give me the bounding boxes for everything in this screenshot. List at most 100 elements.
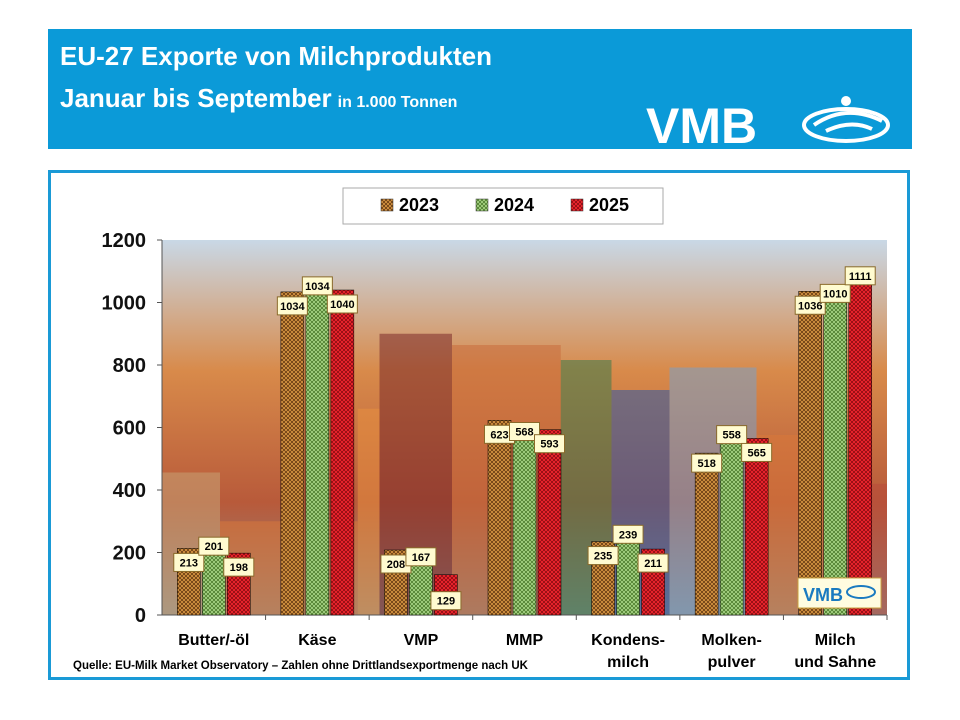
data-label: 211: [644, 558, 662, 570]
legend: 2023 2024 2025: [342, 187, 664, 225]
data-label-group: 1034: [301, 276, 333, 296]
data-label-group: 239: [612, 524, 644, 544]
category-label: pulver: [708, 654, 756, 671]
subtitle-text: Januar bis September: [60, 83, 332, 113]
bar-2025: [744, 438, 769, 616]
data-label-group: 1010: [819, 283, 851, 303]
data-label-box: [301, 276, 333, 296]
data-label: 239: [619, 529, 637, 541]
data-label-group: 208: [380, 554, 412, 574]
data-label: 129: [437, 596, 455, 608]
y-tick-label: 400: [113, 480, 146, 502]
data-label-group: 129: [430, 591, 462, 611]
category-label: milch: [607, 654, 649, 671]
bar-2023: [280, 291, 305, 616]
category-label: Butter/-öl: [178, 632, 249, 649]
data-label-box: [819, 283, 851, 303]
legend-label: 2024: [494, 195, 534, 215]
data-label-group: 235: [587, 546, 619, 566]
data-label-box: [844, 266, 876, 286]
data-label: 1010: [823, 288, 847, 300]
data-label: 593: [540, 439, 558, 451]
data-label-box: [587, 546, 619, 566]
data-label-box: [612, 524, 644, 544]
swirl-icon: [802, 96, 890, 143]
header-banner: EU-27 Exporte von Milchprodukten Januar …: [48, 29, 912, 149]
data-label-box: [405, 547, 437, 567]
category-label: VMP: [404, 632, 439, 649]
bar-2023: [798, 291, 822, 616]
bar-2025: [848, 267, 872, 616]
y-tick-label: 0: [135, 605, 146, 627]
data-label: 208: [387, 559, 405, 571]
legend-label: 2023: [399, 195, 439, 215]
vmb-logo: VMB: [646, 96, 890, 149]
data-label: 201: [205, 541, 223, 553]
bar-2024: [823, 299, 847, 616]
data-label-group: 167: [405, 547, 437, 567]
data-label-group: 1040: [326, 294, 358, 314]
legend-box: [342, 187, 664, 225]
bar-2024: [305, 291, 330, 616]
data-label-box: [430, 591, 462, 611]
category-label: Käse: [298, 632, 336, 649]
bar-2023: [694, 452, 719, 616]
inset-swirl-icon: [846, 585, 876, 599]
bar-2025: [330, 289, 355, 616]
category-label: und Sahne: [794, 654, 876, 671]
data-label-group: 593: [534, 434, 565, 454]
data-label-box: [173, 552, 205, 572]
inset-logo-text: VMB: [803, 585, 843, 605]
data-label-box: [716, 425, 748, 445]
data-label: 235: [594, 551, 612, 563]
bar-2025: [537, 429, 562, 616]
data-label-group: 1036: [794, 295, 826, 315]
data-label: 198: [230, 562, 248, 574]
data-label: 565: [747, 447, 765, 459]
data-label-box: [741, 442, 773, 462]
data-label-box: [691, 453, 723, 473]
y-tick-label: 1000: [102, 293, 147, 315]
y-tick-label: 1200: [102, 230, 147, 252]
data-label-box: [534, 434, 565, 454]
data-label-group: 568: [509, 422, 540, 441]
data-label-box: [794, 295, 826, 315]
category-label: Milch: [815, 632, 856, 649]
page-subtitle: Januar bis September in 1.000 Tonnen: [60, 83, 457, 114]
data-label: 568: [515, 427, 533, 439]
source-note: Quelle: EU-Milk Market Observatory – Zah…: [73, 660, 529, 672]
data-label: 1036: [798, 300, 822, 312]
data-label: 518: [697, 458, 715, 470]
data-label: 1034: [305, 281, 330, 293]
data-label-group: 558: [716, 425, 748, 445]
legend-swatch: [570, 198, 584, 212]
data-label-group: 623: [484, 424, 515, 444]
data-label-box: [326, 294, 358, 314]
bar-2024: [719, 440, 744, 616]
data-label: 558: [722, 430, 740, 442]
data-label: 1111: [849, 271, 872, 283]
bar-2024: [512, 437, 537, 616]
category-label: MMP: [506, 632, 544, 649]
data-label-group: 213: [173, 552, 205, 572]
legend-swatch: [380, 198, 394, 212]
data-label: 1040: [330, 299, 354, 311]
vmb-logo-text: VMB: [646, 98, 757, 149]
bar-chart: 0 200 400 600 800 1000 1200 213 201 198 Butter/-öl…: [73, 187, 888, 672]
data-label-group: 198: [223, 557, 255, 577]
chart-frame: 0 200 400 600 800 1000 1200 213 201 198 Butter/-öl…: [48, 170, 910, 680]
data-label: 167: [412, 552, 430, 564]
page-title: EU-27 Exporte von Milchprodukten: [60, 41, 492, 71]
bar-2024: [202, 551, 226, 616]
data-label-box: [198, 536, 230, 556]
data-label-box: [223, 557, 255, 577]
data-label: 1034: [280, 301, 305, 313]
data-label-box: [637, 553, 669, 573]
legend-label: 2025: [589, 195, 629, 215]
data-label-box: [276, 296, 308, 316]
unit-label: in 1.000 Tonnen: [337, 94, 458, 111]
category-label: Molken-: [701, 632, 761, 649]
y-tick-label: 200: [113, 543, 146, 565]
data-label-group: 1034: [276, 296, 308, 316]
y-tick-label: 600: [113, 418, 146, 440]
